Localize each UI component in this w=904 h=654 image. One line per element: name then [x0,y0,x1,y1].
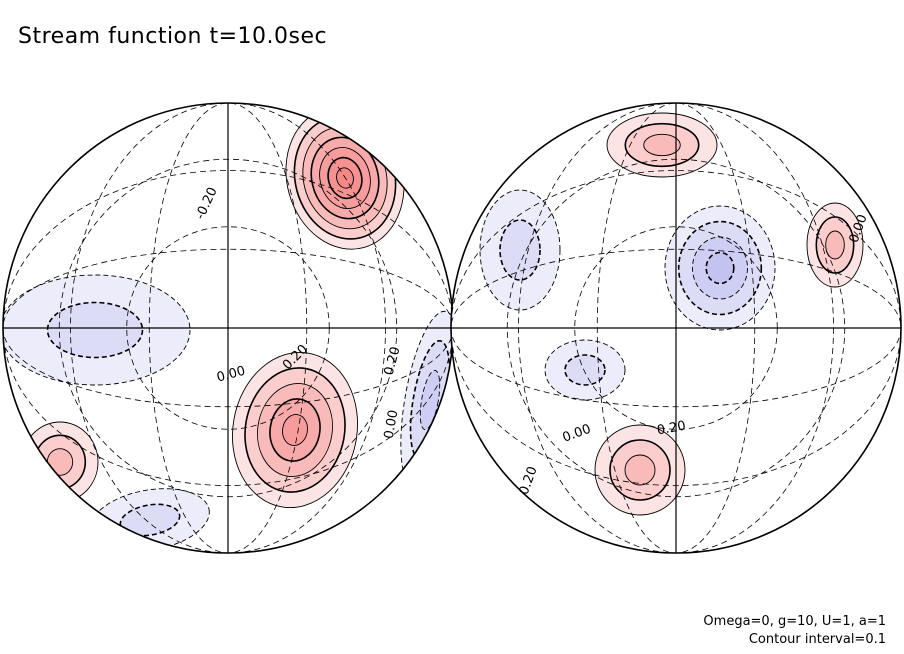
chart-title: Stream function t=10.0sec [18,24,328,49]
contour-interval-note: Contour interval=0.1 [748,632,886,647]
hemisphere-left [3,103,453,553]
contour-label: 0.00 [382,409,402,440]
parameter-note: Omega=0, g=10, U=1, a=1 [703,614,886,629]
contour-feature-negative [544,339,626,401]
contour-feature-positive [806,202,864,288]
contour-label: 0.20 [656,419,687,439]
contour-feature-positive [606,112,718,178]
contour-feature-negative [664,205,776,331]
contour-feature-negative [479,189,561,311]
contour-feature-negative [3,274,191,386]
hemisphere-right [451,103,901,553]
contour-label: 0.20 [382,345,404,377]
contour-feature-positive [594,424,686,516]
contour-label: 0.00 [215,364,247,386]
contour-feature-positive [21,421,99,503]
contour-feature-positive [232,351,358,509]
hemisphere-outline [450,102,902,554]
